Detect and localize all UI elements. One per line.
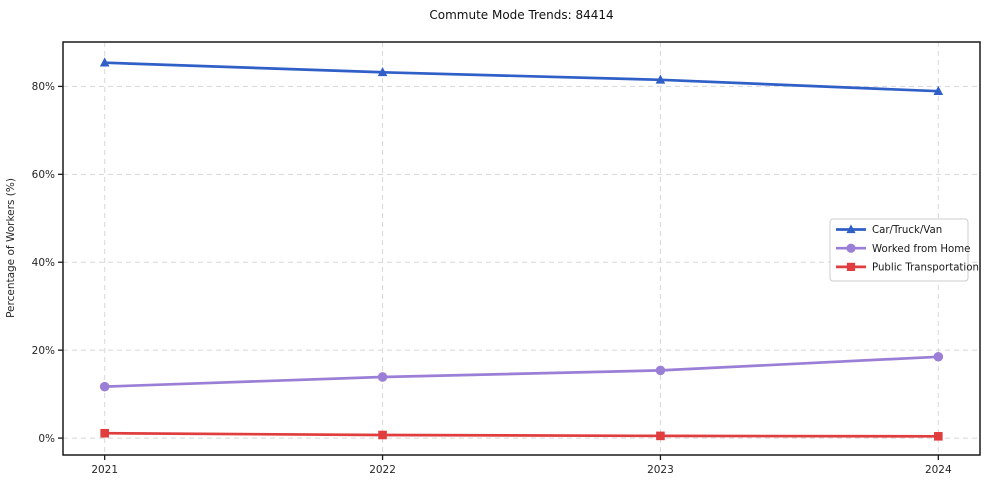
data-point-circle bbox=[655, 365, 666, 376]
x-tick-label: 2023 bbox=[647, 464, 674, 476]
series-line bbox=[103, 431, 940, 438]
legend-label: Car/Truck/Van bbox=[872, 225, 942, 236]
chart-title: Commute Mode Trends: 84414 bbox=[429, 8, 614, 22]
y-axis-label: Percentage of Workers (%) bbox=[5, 178, 17, 318]
data-point-triangle bbox=[846, 224, 856, 234]
axes bbox=[58, 41, 981, 460]
legend-entry: Worked from Home bbox=[836, 243, 970, 255]
legend-label: Worked from Home bbox=[872, 244, 970, 255]
data-point-circle bbox=[933, 351, 944, 362]
series-line bbox=[103, 355, 940, 388]
legend-label: Public Transportation bbox=[872, 263, 979, 274]
legend: Car/Truck/Van Worked from Home Public Tran… bbox=[829, 218, 979, 282]
data-point-triangle bbox=[99, 57, 110, 67]
data-point-circle bbox=[99, 381, 110, 392]
data-point-triangle bbox=[655, 74, 666, 84]
data-point-circle bbox=[846, 243, 856, 253]
series-lines bbox=[99, 57, 944, 441]
x-tick-label: 2024 bbox=[925, 464, 952, 476]
series-worked-from-home bbox=[99, 351, 944, 392]
series-line bbox=[103, 61, 940, 93]
legend-box bbox=[829, 218, 969, 282]
data-point-triangle bbox=[933, 85, 944, 96]
legend-entry: Car/Truck/Van bbox=[836, 224, 942, 236]
data-point-square bbox=[100, 428, 109, 438]
data-point-triangle bbox=[377, 67, 388, 77]
series-public-transportation bbox=[100, 428, 943, 441]
x-tick-label: 2021 bbox=[91, 464, 118, 476]
x-tick-label: 2022 bbox=[369, 464, 396, 476]
y-tick-label: 60% bbox=[32, 169, 55, 181]
data-point-circle bbox=[377, 372, 388, 382]
y-tick-label: 80% bbox=[32, 81, 55, 93]
series-car-truck-van bbox=[99, 57, 944, 96]
legend-entry: Public Transportation bbox=[836, 263, 979, 274]
data-point-square bbox=[656, 431, 665, 441]
plot-border bbox=[62, 41, 981, 456]
y-tick-label: 20% bbox=[32, 345, 55, 357]
data-point-square bbox=[846, 262, 856, 271]
y-tick-label: 0% bbox=[38, 433, 55, 445]
data-point-square bbox=[934, 432, 943, 441]
y-tick-label: 40% bbox=[32, 257, 55, 269]
data-point-square bbox=[378, 430, 387, 440]
tick-labels: 0% 20% 40% 60% 80% 2021 2022 2023 2024 bbox=[32, 81, 952, 476]
